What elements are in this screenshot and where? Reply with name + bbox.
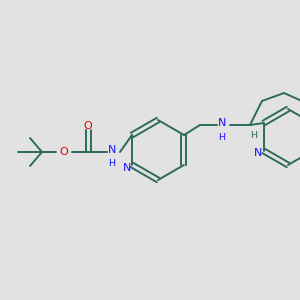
Text: H: H — [218, 133, 226, 142]
Text: N: N — [123, 163, 131, 173]
Text: H: H — [250, 131, 257, 140]
Text: N: N — [108, 145, 116, 155]
Text: H: H — [109, 160, 116, 169]
Text: O: O — [84, 121, 92, 131]
Text: N: N — [254, 148, 262, 158]
Text: O: O — [60, 147, 68, 157]
Text: N: N — [218, 118, 226, 128]
